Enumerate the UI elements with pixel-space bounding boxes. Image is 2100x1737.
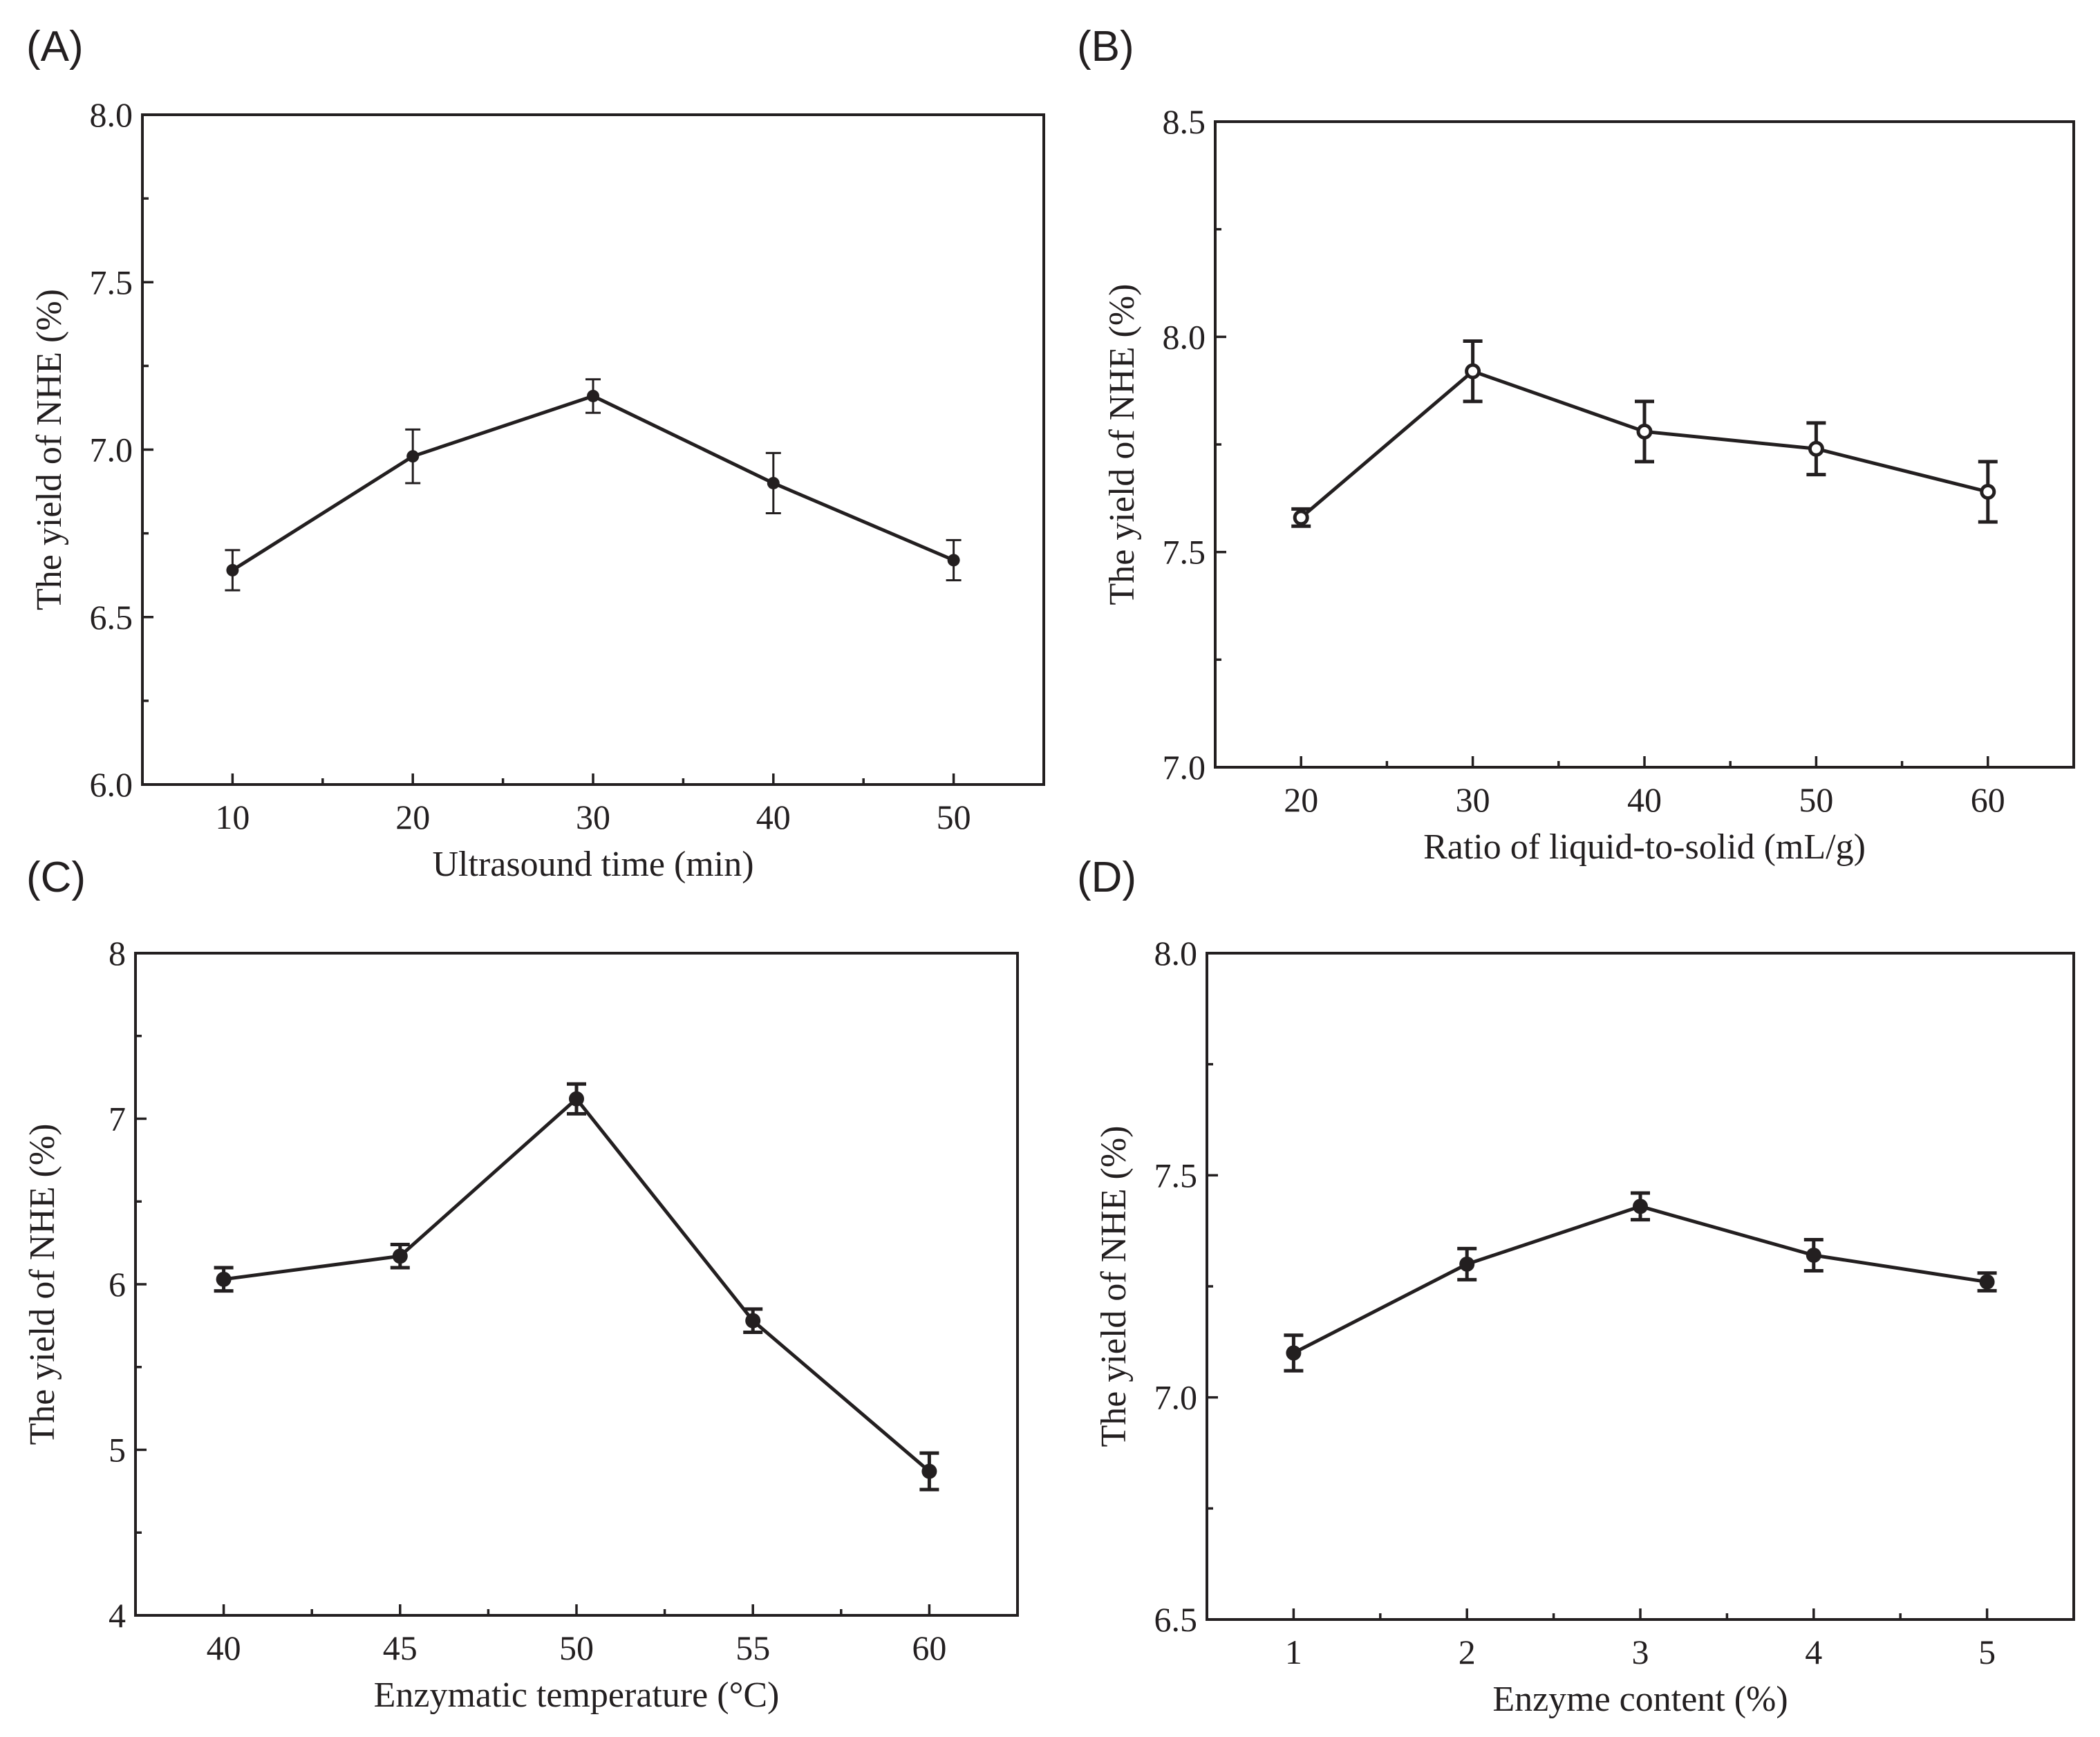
x-tick-label: 60 bbox=[912, 1628, 946, 1667]
data-point bbox=[1636, 423, 1653, 440]
data-point bbox=[1980, 483, 1996, 500]
y-tick-label: 7.5 bbox=[1154, 1156, 1198, 1194]
data-point bbox=[216, 1271, 232, 1287]
y-tick-label: 6 bbox=[109, 1265, 126, 1304]
y-tick-label: 8.0 bbox=[1163, 317, 1206, 356]
y-tick-label: 6.5 bbox=[90, 598, 133, 637]
x-tick-label: 30 bbox=[1456, 780, 1490, 819]
y-tick-label: 5 bbox=[109, 1431, 126, 1470]
x-tick-label: 55 bbox=[735, 1628, 770, 1667]
x-tick-label: 40 bbox=[207, 1628, 241, 1667]
y-axis-label: The yield of NHE (%) bbox=[23, 1124, 62, 1445]
y-axis-label: The yield of NHE (%) bbox=[1103, 284, 1142, 605]
x-tick-label: 1 bbox=[1285, 1633, 1302, 1671]
y-tick-label: 8 bbox=[109, 934, 126, 973]
y-tick-label: 7.5 bbox=[90, 263, 133, 301]
x-tick-label: 50 bbox=[1799, 780, 1833, 819]
x-tick-label: 5 bbox=[1978, 1633, 1996, 1671]
x-tick-label: 40 bbox=[1627, 780, 1662, 819]
series-line bbox=[232, 394, 955, 572]
y-tick-label: 4 bbox=[109, 1596, 126, 1635]
y-tick-label: 7.0 bbox=[1154, 1378, 1198, 1417]
y-tick-label: 8.5 bbox=[1163, 102, 1206, 141]
y-tick-label: 8.0 bbox=[90, 95, 133, 134]
panel-letter: (A) bbox=[26, 23, 84, 71]
panel-letter: (D) bbox=[1077, 854, 1136, 901]
data-point bbox=[1808, 440, 1824, 457]
data-point bbox=[406, 450, 420, 463]
x-tick-label: 3 bbox=[1632, 1633, 1649, 1671]
x-tick-label: 45 bbox=[383, 1628, 418, 1667]
y-axis-label: The yield of NHE (%) bbox=[30, 289, 69, 610]
chart-panel-0: (A) 6.0 6.5 7.0 7.5 8.0 10 20 30 40 50 Ultrasound t… bbox=[26, 23, 1045, 884]
data-point bbox=[1979, 1274, 1995, 1290]
y-tick-label: 8.0 bbox=[1154, 934, 1198, 973]
series-line bbox=[223, 1097, 931, 1473]
y-tick-label: 7.0 bbox=[90, 431, 133, 469]
y-tick-label: 6.5 bbox=[1154, 1600, 1198, 1639]
data-point bbox=[921, 1463, 937, 1479]
plot-frame bbox=[1206, 952, 2075, 1621]
x-axis-label: Ultrasound time (min) bbox=[432, 845, 753, 884]
x-tick-label: 4 bbox=[1805, 1633, 1822, 1671]
data-point bbox=[1293, 509, 1309, 526]
data-point bbox=[569, 1091, 584, 1107]
data-point bbox=[1806, 1248, 1821, 1264]
panel-letter: (B) bbox=[1077, 23, 1134, 71]
plot-frame bbox=[134, 952, 1019, 1617]
x-tick-label: 40 bbox=[756, 798, 791, 836]
y-tick-label: 7.5 bbox=[1163, 533, 1206, 572]
x-tick-label: 30 bbox=[576, 798, 610, 836]
data-point bbox=[1633, 1199, 1648, 1214]
data-point bbox=[745, 1313, 761, 1328]
data-point bbox=[1465, 363, 1481, 379]
data-point bbox=[767, 476, 780, 489]
data-point bbox=[947, 554, 960, 567]
x-tick-label: 60 bbox=[1971, 780, 2005, 819]
x-tick-label: 20 bbox=[395, 798, 430, 836]
x-axis-label: Ratio of liquid-to-solid (mL/g) bbox=[1423, 827, 1866, 867]
y-tick-label: 6.0 bbox=[90, 765, 133, 804]
chart-panel-3: (D) 6.5 7.0 7.5 8.0 1 2 3 4 5 Enzyme content (%) Th… bbox=[1077, 854, 2075, 1719]
plot-frame bbox=[141, 113, 1045, 786]
y-axis-label: The yield of NHE (%) bbox=[1094, 1126, 1134, 1447]
y-tick-label: 7.0 bbox=[1163, 748, 1206, 787]
data-point bbox=[587, 389, 599, 402]
x-tick-label: 50 bbox=[937, 798, 971, 836]
series-line bbox=[1293, 1204, 1987, 1355]
x-tick-label: 10 bbox=[215, 798, 250, 836]
data-point bbox=[226, 563, 239, 576]
panel-letter: (C) bbox=[26, 854, 86, 901]
data-point bbox=[392, 1248, 408, 1264]
chart-panel-1: (B) 7.0 7.5 8.0 8.5 20 30 40 50 60 Ratio of liquid… bbox=[1077, 23, 2075, 867]
x-tick-label: 2 bbox=[1459, 1633, 1476, 1671]
x-tick-label: 20 bbox=[1284, 780, 1318, 819]
x-axis-label: Enzymatic temperature (°C) bbox=[374, 1675, 780, 1715]
y-tick-label: 7 bbox=[109, 1100, 126, 1138]
x-tick-label: 50 bbox=[559, 1628, 594, 1667]
x-axis-label: Enzyme content (%) bbox=[1492, 1680, 1788, 1719]
data-point bbox=[1459, 1256, 1475, 1272]
data-point bbox=[1286, 1345, 1302, 1361]
